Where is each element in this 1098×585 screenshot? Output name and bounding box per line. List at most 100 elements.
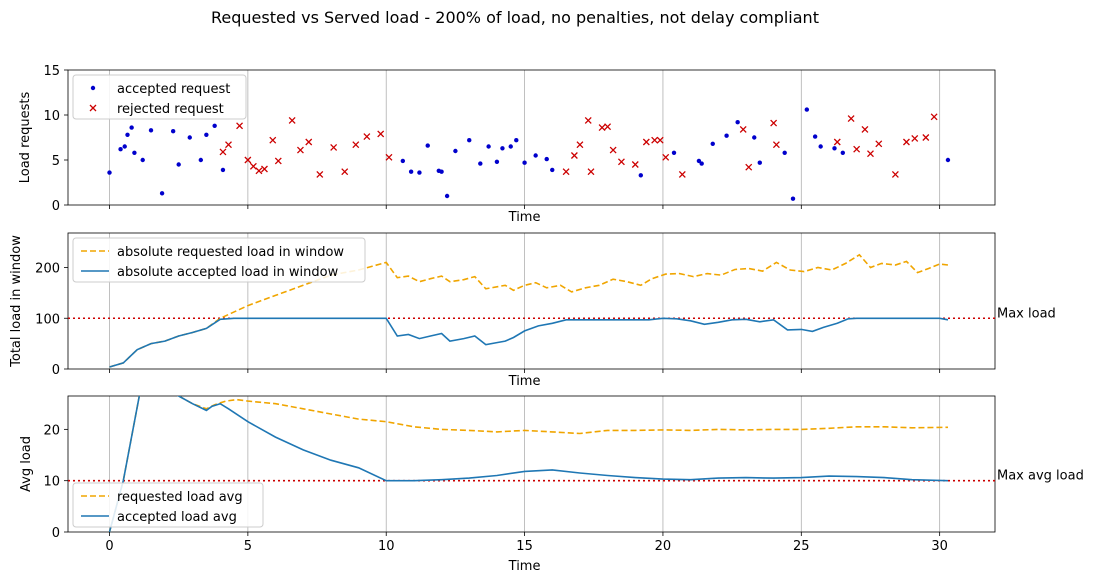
data-point <box>544 156 549 162</box>
legend: requested load avg accepted load avg <box>72 482 264 528</box>
data-point <box>261 165 268 173</box>
y-tick-label: 10 <box>43 109 60 124</box>
data-point <box>671 150 677 155</box>
plot-area <box>68 396 995 532</box>
data-point <box>500 146 505 151</box>
data-point <box>735 120 740 125</box>
axes-frame <box>67 232 996 370</box>
data-point <box>752 135 757 140</box>
panel-3: 0 5 10 15 20 25 30 0 10 20 Time Avg load Max avg loa… <box>19 395 1084 574</box>
data-point <box>219 148 227 156</box>
legend-marker <box>90 85 96 91</box>
data-point <box>770 119 778 127</box>
data-point <box>341 168 349 176</box>
data-point <box>562 168 570 176</box>
data-point <box>204 132 209 137</box>
reference-line-label: Max avg load <box>997 469 1084 484</box>
x-tick-label: 30 <box>931 539 948 554</box>
data-point <box>911 134 919 142</box>
data-point <box>236 122 244 130</box>
data-point <box>533 153 538 158</box>
legend-box <box>72 237 366 283</box>
x-tick-label: 15 <box>516 539 533 554</box>
data-point <box>853 145 861 153</box>
data-point <box>225 141 232 149</box>
data-point <box>642 138 650 146</box>
data-point <box>170 129 176 134</box>
y-axis-label: Avg load <box>19 436 34 492</box>
data-point <box>832 146 837 151</box>
data-point <box>198 157 204 163</box>
axes-frame <box>67 395 996 533</box>
data-point <box>220 167 226 173</box>
data-point <box>305 138 313 146</box>
data-point <box>867 150 874 158</box>
plot-area <box>68 253 995 368</box>
data-point <box>467 138 472 143</box>
y-tick-label: 5 <box>52 154 60 169</box>
legend-label: requested load avg <box>117 490 243 505</box>
data-point <box>385 153 393 161</box>
figure-title: Requested vs Served load - 200% of load,… <box>211 8 819 27</box>
data-point <box>187 135 192 140</box>
data-point <box>570 152 578 159</box>
y-tick-label: 0 <box>52 363 60 378</box>
data-point <box>478 161 483 166</box>
legend-marker <box>89 104 97 112</box>
legend: absolute requested load in window absolut… <box>72 237 366 283</box>
data-point <box>651 136 659 144</box>
y-tick-label: 0 <box>52 199 60 214</box>
data-point <box>296 146 304 154</box>
legend-entry: absolute requested load in window <box>81 245 344 260</box>
data-point <box>656 136 664 144</box>
data-point <box>922 134 930 141</box>
data-point <box>662 153 670 161</box>
y-axis-label: Load requests <box>18 92 33 184</box>
data-point <box>804 107 810 112</box>
data-point <box>522 160 527 165</box>
data-point <box>159 191 165 196</box>
legend-entry: accepted request <box>90 82 230 97</box>
x-axis-label: Time <box>508 374 541 389</box>
x-axis-label: Time <box>508 210 541 225</box>
y-tick-label: 15 <box>43 64 60 79</box>
legend-label: accepted request <box>117 82 230 97</box>
x-tick-label: 10 <box>378 539 395 554</box>
data-point <box>945 157 951 163</box>
plot-area <box>107 107 951 201</box>
data-point <box>255 167 263 175</box>
legend-label: rejected request <box>117 102 224 117</box>
data-point <box>514 138 519 143</box>
legend-entry: absolute accepted load in window <box>81 265 339 280</box>
data-point <box>425 143 430 148</box>
data-point <box>631 161 639 168</box>
data-point <box>508 144 513 149</box>
data-point <box>678 170 686 178</box>
data-point <box>148 128 154 133</box>
series-line <box>108 396 949 532</box>
data-point <box>125 132 130 137</box>
y-tick-label: 0 <box>52 526 60 541</box>
legend-label: absolute requested load in window <box>117 245 344 260</box>
data-point <box>812 134 818 139</box>
data-point <box>576 141 584 149</box>
data-point <box>176 162 181 167</box>
y-axis-label: Total load in window <box>9 235 24 368</box>
panel-1: 0 5 10 15 Time Load requests accepted request r… <box>18 64 996 225</box>
x-tick-label: 5 <box>244 539 252 554</box>
data-point <box>122 144 127 149</box>
data-point <box>739 125 747 133</box>
y-tick-label: 20 <box>43 423 60 438</box>
data-point <box>598 124 606 132</box>
data-point <box>833 138 841 146</box>
data-point <box>408 169 414 174</box>
data-point <box>274 157 282 165</box>
x-tick-label: 20 <box>655 539 672 554</box>
series-2 <box>219 113 938 178</box>
data-point <box>244 156 252 164</box>
data-point <box>724 133 729 138</box>
data-point <box>617 158 625 166</box>
legend-label: absolute accepted load in window <box>117 265 339 280</box>
data-point <box>757 160 762 165</box>
